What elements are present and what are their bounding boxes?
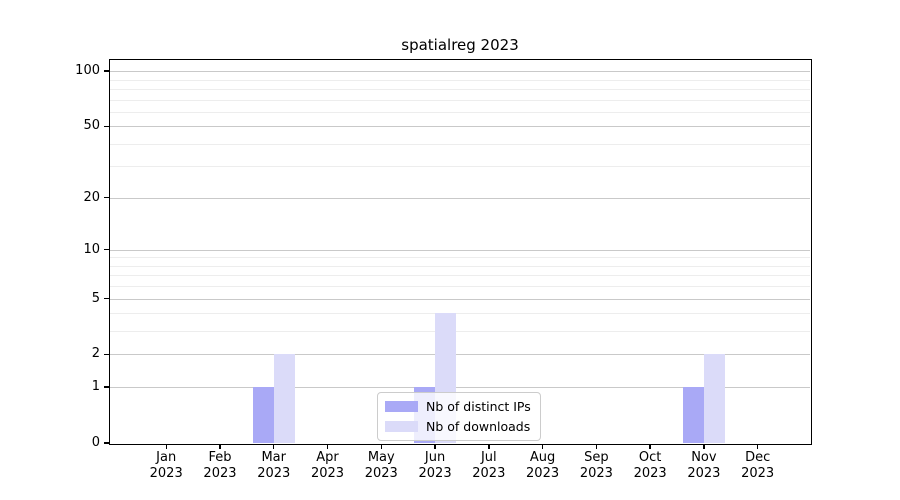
y-tick-mark-50: [104, 125, 109, 127]
x-tick-mark-aug: [541, 444, 544, 449]
x-tick-mark-dec: [756, 444, 759, 449]
x-tick-year-jul: 2023: [472, 465, 506, 481]
x-tick-month-feb: Feb: [208, 450, 232, 465]
x-tick-mark-jul: [488, 444, 490, 449]
gridline-minor-30: [110, 166, 810, 168]
gridline-major-100: [110, 71, 810, 73]
x-tick-month-mar: Mar: [261, 450, 286, 465]
y-tick-label-5: 5: [91, 290, 100, 306]
x-tick-month-sep: Sep: [584, 450, 609, 465]
gridline-minor-40: [110, 143, 810, 145]
gridline-minor-6: [110, 286, 810, 288]
bar-mar-downloads: [273, 354, 295, 443]
x-tick-month-aug: Aug: [529, 450, 556, 465]
x-tick-label-sep: Sep 2023: [564, 450, 628, 481]
gridline-minor-80: [110, 88, 810, 90]
legend-swatch-downloads: [385, 421, 418, 432]
gridline-minor-8: [110, 265, 810, 267]
x-tick-mark-jun: [434, 444, 436, 449]
x-tick-label-oct: Oct 2023: [618, 450, 682, 481]
x-tick-year-mar: 2023: [257, 465, 291, 481]
x-tick-year-may: 2023: [364, 465, 398, 481]
gridline-major-20: [110, 197, 810, 199]
gridline-minor-90: [110, 79, 810, 81]
y-tick-label-10: 10: [83, 241, 100, 257]
bar-nov-distinct-ips: [682, 387, 704, 443]
x-tick-year-aug: 2023: [526, 465, 560, 481]
y-tick-label-1: 1: [91, 379, 100, 395]
gridline-major-2: [110, 354, 810, 356]
x-tick-mark-jan: [165, 444, 167, 449]
x-tick-label-jul: Jul 2023: [457, 450, 521, 481]
x-tick-label-feb: Feb 2023: [188, 450, 252, 481]
legend-swatch-distinct-ips: [385, 401, 418, 412]
y-tick-mark-100: [104, 70, 109, 72]
gridline-major-5: [110, 298, 810, 300]
y-tick-label-20: 20: [83, 189, 100, 205]
bar-mar-distinct-ips: [252, 387, 274, 443]
gridline-major-10: [110, 249, 810, 251]
gridline-major-50: [110, 126, 810, 128]
x-tick-month-jun: Jun: [424, 450, 446, 465]
bar-nov-downloads: [703, 354, 725, 443]
x-tick-month-jan: Jan: [156, 450, 177, 465]
x-tick-year-dec: 2023: [741, 465, 775, 481]
gridline-major-1: [110, 387, 810, 389]
x-tick-month-may: May: [367, 450, 395, 465]
x-tick-year-jan: 2023: [149, 465, 183, 481]
x-tick-label-aug: Aug 2023: [511, 450, 575, 481]
x-tick-mark-sep: [595, 444, 598, 449]
x-tick-year-sep: 2023: [579, 465, 613, 481]
plot-area: [108, 58, 812, 445]
gridline-minor-7: [110, 275, 810, 277]
x-tick-mark-apr: [326, 444, 329, 449]
y-tick-label-0: 0: [91, 435, 100, 450]
y-tick-label-100: 100: [75, 63, 100, 79]
y-tick-mark-10: [104, 249, 109, 251]
x-tick-mark-nov: [703, 444, 705, 449]
gridline-minor-3: [110, 331, 810, 333]
x-tick-month-dec: Dec: [745, 450, 771, 465]
gridline-minor-60: [110, 111, 810, 113]
x-tick-month-apr: Apr: [316, 450, 339, 465]
y-tick-mark-1: [104, 386, 109, 388]
legend-entry-distinct-ips: Nb of distinct IPs: [385, 399, 531, 414]
x-tick-label-mar: Mar 2023: [242, 450, 306, 481]
x-tick-year-oct: 2023: [633, 465, 667, 481]
x-tick-label-dec: Dec 2023: [726, 450, 790, 481]
x-tick-label-apr: Apr 2023: [296, 450, 360, 481]
y-tick-mark-5: [104, 297, 109, 300]
y-tick-mark-2: [104, 353, 109, 356]
chart-title: spatialreg 2023: [401, 36, 519, 54]
x-tick-month-jul: Jul: [480, 450, 497, 465]
x-tick-mark-feb: [219, 444, 221, 449]
x-tick-year-jun: 2023: [418, 465, 452, 481]
legend: Nb of distinct IPs Nb of downloads: [377, 392, 541, 441]
x-tick-mark-mar: [273, 444, 275, 449]
x-tick-label-nov: Nov 2023: [672, 450, 736, 481]
gridline-minor-4: [110, 313, 810, 315]
y-tick-label-50: 50: [83, 118, 100, 134]
x-tick-year-feb: 2023: [203, 465, 237, 481]
x-tick-mark-may: [380, 444, 382, 449]
gridline-minor-9: [110, 257, 810, 259]
legend-label-distinct-ips: Nb of distinct IPs: [426, 399, 531, 414]
y-tick-label-2: 2: [91, 346, 100, 362]
gridline-minor-70: [110, 99, 810, 101]
x-tick-label-may: May 2023: [349, 450, 413, 481]
x-tick-month-nov: Nov: [691, 450, 717, 465]
y-tick-mark-0: [104, 442, 109, 444]
x-tick-label-jun: Jun 2023: [403, 450, 467, 481]
legend-label-downloads: Nb of downloads: [426, 419, 531, 434]
x-tick-year-apr: 2023: [310, 465, 345, 481]
x-tick-month-oct: Oct: [638, 450, 662, 465]
legend-entry-downloads: Nb of downloads: [385, 419, 531, 434]
y-tick-mark-20: [104, 197, 109, 199]
x-tick-label-jan: Jan 2023: [134, 450, 198, 481]
x-tick-mark-oct: [649, 444, 651, 449]
x-tick-year-nov: 2023: [687, 465, 721, 481]
